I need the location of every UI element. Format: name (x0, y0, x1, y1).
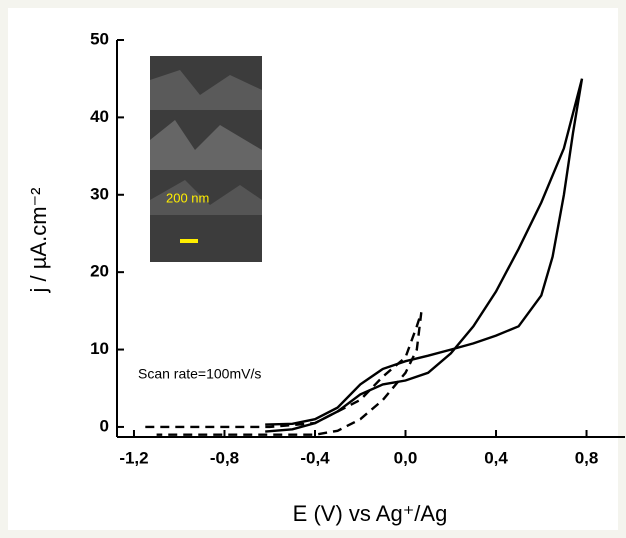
y-tick-label: 0 (100, 416, 109, 435)
x-tick-label: 0,8 (575, 448, 599, 467)
inset-image: 200 nm (150, 56, 262, 262)
scale-bar (180, 239, 198, 243)
y-axis-label: j / µA.cm⁻² (26, 188, 51, 294)
data-line (145, 312, 423, 436)
inset-texture (150, 70, 262, 110)
x-tick-label: -1,2 (119, 448, 148, 467)
inset-label: 200 nm (166, 190, 209, 205)
y-tick-label: 40 (90, 107, 109, 126)
inset-texture (150, 120, 262, 170)
inset-texture (150, 180, 262, 215)
y-tick-label: 50 (90, 29, 109, 48)
x-tick-label: -0,4 (300, 448, 330, 467)
x-tick-label: 0,0 (394, 448, 418, 467)
data-line (265, 78, 584, 433)
x-axis-label: E (V) vs Ag⁺/Ag (293, 501, 448, 526)
x-tick-label: -0,8 (210, 448, 239, 467)
annotation: Scan rate=100mV/s (138, 366, 261, 382)
y-tick-label: 30 (90, 184, 109, 203)
plot-background (8, 8, 618, 530)
x-tick-label: 0,4 (484, 448, 508, 467)
y-tick-label: 10 (90, 339, 109, 358)
y-tick-label: 20 (90, 262, 109, 281)
